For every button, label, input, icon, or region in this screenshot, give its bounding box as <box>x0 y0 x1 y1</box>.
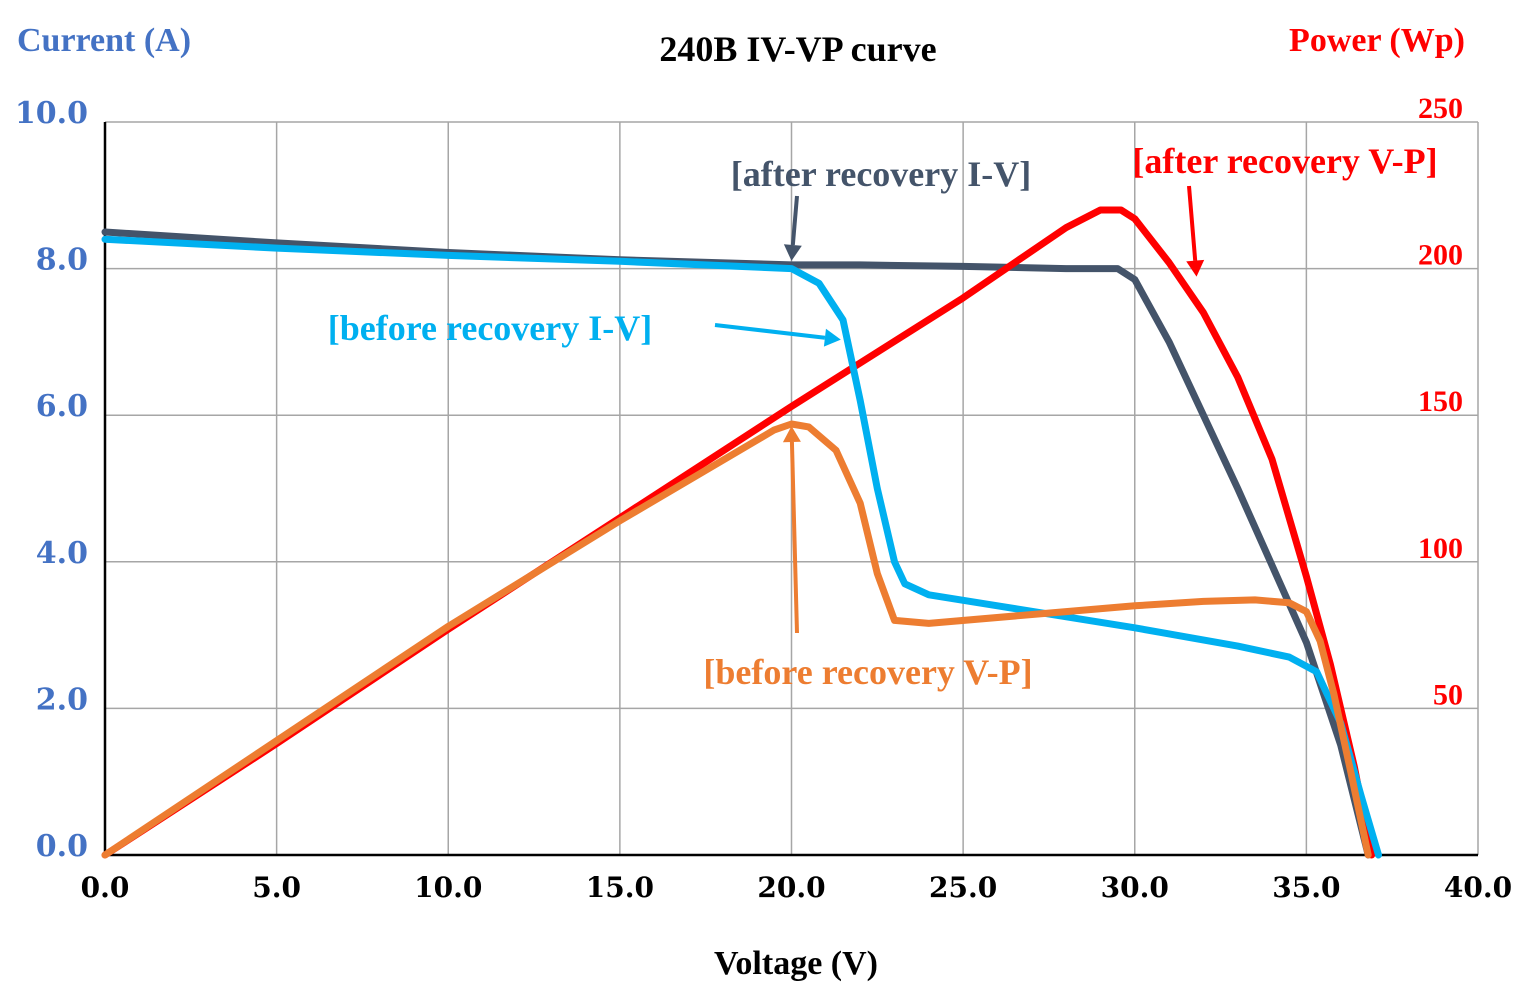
y2-tick-label: 250 <box>1418 92 1463 125</box>
x-tick-label: 20.0 <box>757 871 825 904</box>
annotation-label: [after recovery V-P] <box>1132 141 1437 181</box>
x-tick-label: 35.0 <box>1272 871 1340 904</box>
x-tick-label: 30.0 <box>1101 871 1169 904</box>
annotation-arrow <box>782 425 801 634</box>
y-tick-label: 6.0 <box>36 389 88 424</box>
y2-tick-label: 100 <box>1418 532 1463 565</box>
x-tick-label: 5.0 <box>252 871 301 904</box>
annotation-arrow <box>783 195 802 261</box>
chart-title: 240B IV-VP curve <box>659 29 936 69</box>
x-axis-title: Voltage (V) <box>714 945 878 982</box>
y2-axis-title: Power (Wp) <box>1289 22 1465 59</box>
annotation-arrow <box>714 323 841 347</box>
y-tick-label: 4.0 <box>36 536 88 571</box>
x-tick-label: 25.0 <box>929 871 997 904</box>
annotation-label: [after recovery I-V] <box>731 154 1032 194</box>
y2-tick-label: 150 <box>1418 385 1463 418</box>
y-axis-title: Current (A) <box>17 22 191 59</box>
ticks: 0.0 5.0 10.0 15.0 20.0 25.0 30.0 35.0 40.0 0.0 2.0… <box>15 92 1512 904</box>
annotation-label: [before recovery I-V] <box>328 308 653 348</box>
annotations: [after recovery I-V] [before recovery I-V… <box>328 141 1438 692</box>
y-tick-label: 10.0 <box>15 96 88 131</box>
y-tick-label: 8.0 <box>36 243 88 278</box>
x-tick-label: 10.0 <box>414 871 482 904</box>
series-after-recovery-v-p <box>101 206 1376 859</box>
x-tick-label: 15.0 <box>586 871 654 904</box>
y-tick-label: 0.0 <box>36 829 88 864</box>
y-tick-label: 2.0 <box>36 682 88 717</box>
y2-tick-label: 50 <box>1433 678 1463 711</box>
series-layer <box>101 206 1382 859</box>
series-before-recovery-v-p <box>101 420 1372 859</box>
series-after-recovery-i-v <box>101 228 1372 859</box>
annotation-label: [before recovery V-P] <box>703 652 1032 692</box>
x-tick-label: 40.0 <box>1444 871 1512 904</box>
annotation-arrow <box>1186 185 1205 277</box>
x-tick-label: 0.0 <box>81 871 130 904</box>
y2-tick-label: 200 <box>1418 239 1463 272</box>
series-before-recovery-i-v <box>101 235 1382 859</box>
